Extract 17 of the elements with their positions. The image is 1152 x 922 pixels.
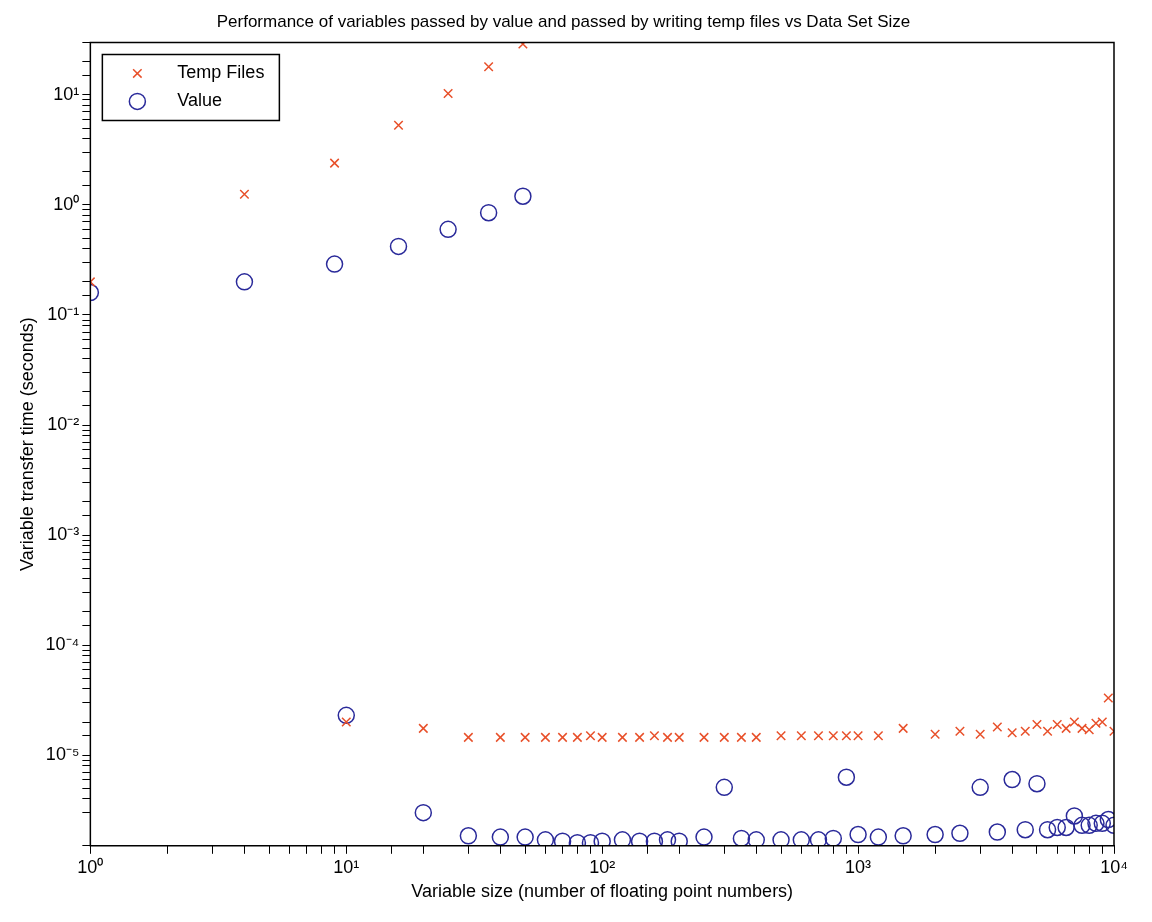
x-tick-label: 10¹ <box>333 856 360 877</box>
y-axis-title: Variable transfer time (seconds) <box>16 317 37 571</box>
legend-label: Value <box>177 90 223 111</box>
x-tick-label: 10³ <box>845 856 872 877</box>
y-tick-label: 10¹ <box>53 83 80 104</box>
x-tick-label: 10⁴ <box>1100 856 1128 877</box>
legend-label: Temp Files <box>177 62 265 83</box>
x-tick-label: 10² <box>589 856 616 877</box>
y-tick-label: 10⁻³ <box>47 524 80 545</box>
x-axis-title: Variable size (number of floating point numbers) <box>411 881 794 902</box>
y-tick-label: 10⁻² <box>47 413 80 434</box>
x-tick-label: 10⁰ <box>77 856 104 877</box>
y-tick-label: 10⁻⁴ <box>45 634 80 655</box>
chart-title: Performance of variables passed by value and passed by writing temp files vs Data Set Size <box>216 11 911 31</box>
y-tick-label: 10⁻⁵ <box>45 744 80 765</box>
y-tick-label: 10⁰ <box>53 193 80 214</box>
y-tick-label: 10⁻¹ <box>47 303 80 324</box>
